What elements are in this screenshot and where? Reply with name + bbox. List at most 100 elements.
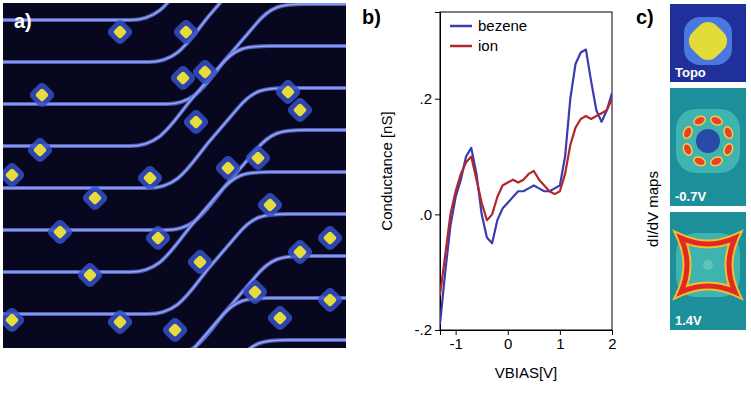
map-lobe bbox=[693, 155, 707, 167]
map-lobe bbox=[722, 142, 734, 156]
x-axis-title: VBIAS[V] bbox=[495, 364, 558, 381]
molecule-halo bbox=[26, 136, 54, 164]
panel-a: a) bbox=[0, 0, 346, 414]
molecule-halo bbox=[3, 306, 26, 334]
step-edge bbox=[3, 3, 346, 62]
x-axis-line bbox=[441, 331, 613, 336]
molecule-core bbox=[33, 143, 47, 157]
step-edge-highlight bbox=[3, 172, 346, 272]
y-axis-title: Conductance [nS] bbox=[378, 111, 395, 230]
x-tick-label: -1 bbox=[449, 335, 462, 352]
y-tick-mark bbox=[435, 330, 440, 331]
molecule-core bbox=[143, 171, 157, 185]
molecule-core bbox=[113, 25, 127, 39]
y-tick: .2 bbox=[419, 90, 440, 107]
step-edge bbox=[3, 172, 346, 272]
map-center bbox=[696, 129, 720, 153]
plot-lines bbox=[440, 50, 612, 325]
map-lobe bbox=[682, 126, 694, 140]
molecule-core bbox=[151, 231, 165, 245]
legend-swatch bbox=[450, 45, 472, 48]
map-center bbox=[703, 260, 713, 270]
molecule-core bbox=[323, 293, 337, 307]
molecule-halo bbox=[316, 224, 344, 252]
molecule-core bbox=[83, 268, 97, 282]
molecule-core bbox=[35, 88, 49, 102]
topo-halo bbox=[684, 17, 732, 65]
x-tick: 1 bbox=[556, 330, 564, 352]
molecule-halo bbox=[81, 184, 109, 212]
molecule-core bbox=[168, 323, 182, 337]
map-background bbox=[670, 212, 746, 330]
molecule-halo bbox=[161, 316, 189, 344]
legend-swatch bbox=[450, 25, 472, 28]
maps-title: dI/dV maps bbox=[644, 171, 661, 247]
panel-label: b) bbox=[362, 6, 381, 28]
topo-core bbox=[693, 26, 723, 56]
molecule-core bbox=[113, 315, 127, 329]
map-background bbox=[670, 4, 746, 82]
molecule-core bbox=[323, 231, 337, 245]
y-tick-mark bbox=[435, 214, 440, 215]
x-axis: -1 0 1 2 bbox=[441, 330, 617, 352]
molecule-halo bbox=[28, 81, 56, 109]
y-tick: -.2 bbox=[414, 321, 440, 338]
molecule-halo bbox=[172, 18, 200, 46]
molecule-halo bbox=[136, 164, 164, 192]
map-image: -0.7V bbox=[670, 88, 746, 206]
molecule-halo bbox=[256, 191, 284, 219]
map-halo bbox=[676, 109, 740, 173]
molecule-halo bbox=[182, 108, 210, 136]
y-tick-label: -.2 bbox=[414, 321, 432, 338]
x-tick-label: 2 bbox=[608, 335, 616, 352]
y-axis: -.2 .0 .2 bbox=[414, 13, 440, 339]
molecule-halo bbox=[266, 304, 294, 332]
molecule-core bbox=[179, 25, 193, 39]
map-image: Topo bbox=[670, 4, 746, 82]
map-lobe bbox=[722, 126, 734, 140]
map-background bbox=[670, 88, 746, 206]
molecule-core bbox=[176, 71, 190, 85]
molecule-core bbox=[5, 313, 19, 327]
molecule-halo bbox=[244, 144, 272, 172]
figure: a) -1 0 1 2 -.2 .0 .2 bezene ion VBIAS[V] Conductan… bbox=[0, 0, 751, 414]
molecule-halo bbox=[106, 18, 134, 46]
series-line bbox=[440, 50, 612, 325]
molecule-halo bbox=[286, 238, 314, 266]
x-tick-label: 0 bbox=[504, 335, 512, 352]
molecule-halo bbox=[316, 286, 344, 314]
x-tick: -1 bbox=[449, 330, 462, 352]
map-image: 1.4V bbox=[670, 212, 746, 330]
y-tick-label: .2 bbox=[419, 90, 432, 107]
panel-label: a) bbox=[14, 10, 32, 32]
molecule-core bbox=[189, 115, 203, 129]
topo-core bbox=[684, 17, 732, 65]
panel-b: -1 0 1 2 -.2 .0 .2 bezene ion VBIAS[V] Conductance… bbox=[362, 6, 617, 381]
x-tick: 2 bbox=[608, 330, 616, 352]
y-axis-line bbox=[435, 13, 441, 331]
map-lobe bbox=[682, 142, 694, 156]
molecule-core bbox=[221, 161, 235, 175]
legend-label: bezene bbox=[478, 17, 527, 34]
map-lobe bbox=[709, 155, 723, 167]
molecule-core bbox=[251, 151, 265, 165]
x-tick: 0 bbox=[504, 330, 512, 352]
y-tick-label: .0 bbox=[419, 206, 432, 223]
map-ring-outer bbox=[681, 238, 735, 292]
plot-frame bbox=[440, 12, 612, 330]
molecule-halo bbox=[169, 64, 197, 92]
map-lobe bbox=[693, 115, 707, 127]
molecule-core bbox=[5, 168, 19, 182]
molecule-halo bbox=[46, 218, 74, 246]
map-label: -0.7V bbox=[675, 189, 706, 204]
molecule-core bbox=[281, 85, 295, 99]
series-line bbox=[440, 99, 612, 296]
molecule-halo bbox=[214, 154, 242, 182]
molecule-halo bbox=[144, 224, 172, 252]
y-tick: .0 bbox=[419, 206, 440, 223]
molecule-core bbox=[293, 245, 307, 259]
molecule-core bbox=[198, 65, 212, 79]
legend-label: ion bbox=[478, 37, 498, 54]
step-edge-highlight bbox=[3, 3, 346, 62]
molecule-halo bbox=[274, 78, 302, 106]
